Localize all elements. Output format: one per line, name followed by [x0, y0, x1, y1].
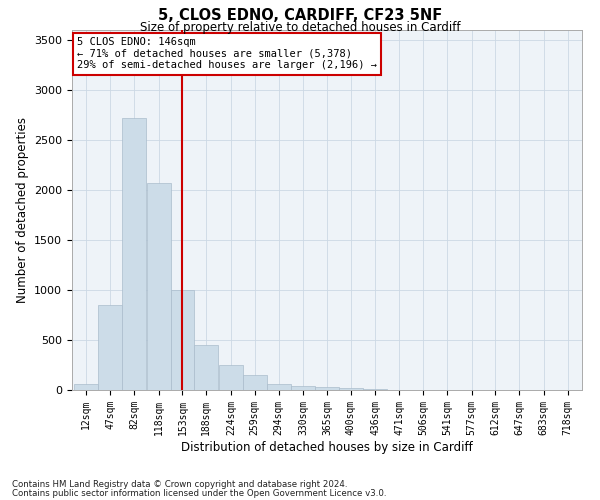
Text: Contains HM Land Registry data © Crown copyright and database right 2024.: Contains HM Land Registry data © Crown c… — [12, 480, 347, 489]
Y-axis label: Number of detached properties: Number of detached properties — [16, 117, 29, 303]
Text: 5 CLOS EDNO: 146sqm
← 71% of detached houses are smaller (5,378)
29% of semi-det: 5 CLOS EDNO: 146sqm ← 71% of detached ho… — [77, 37, 377, 70]
Text: Size of property relative to detached houses in Cardiff: Size of property relative to detached ho… — [140, 21, 460, 34]
Text: 5, CLOS EDNO, CARDIFF, CF23 5NF: 5, CLOS EDNO, CARDIFF, CF23 5NF — [158, 8, 442, 22]
Text: Contains public sector information licensed under the Open Government Licence v3: Contains public sector information licen… — [12, 488, 386, 498]
Bar — [98, 305, 122, 390]
Bar — [291, 386, 315, 390]
Bar — [146, 183, 170, 390]
Bar — [170, 290, 194, 390]
Bar — [219, 365, 243, 390]
Bar — [194, 345, 218, 390]
Bar — [243, 374, 266, 390]
Bar — [339, 388, 363, 390]
Bar — [74, 384, 98, 390]
Bar — [122, 118, 146, 390]
Bar — [315, 386, 339, 390]
Bar — [364, 389, 388, 390]
Bar — [266, 384, 290, 390]
X-axis label: Distribution of detached houses by size in Cardiff: Distribution of detached houses by size … — [181, 440, 473, 454]
